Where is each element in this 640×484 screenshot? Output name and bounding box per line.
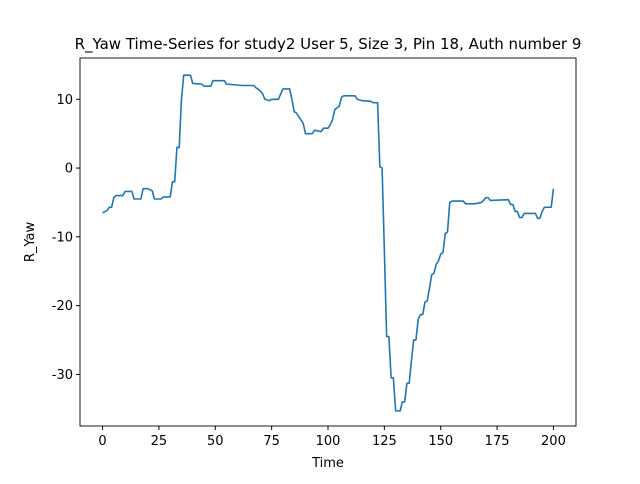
- x-tick-label: 50: [207, 434, 224, 449]
- chart-title: R_Yaw Time-Series for study2 User 5, Siz…: [75, 35, 582, 54]
- y-tick-label: 10: [56, 93, 73, 108]
- x-tick-label: 175: [485, 434, 510, 449]
- x-tick-label: 200: [541, 434, 566, 449]
- y-tick-label: -10: [52, 230, 73, 245]
- plot-frame: [79, 57, 577, 427]
- y-tick-label: 0: [65, 162, 73, 177]
- y-tick-label: -20: [52, 299, 73, 314]
- x-tick-label: 150: [428, 434, 453, 449]
- x-axis-label: Time: [311, 456, 344, 471]
- x-tick-label: 75: [263, 434, 280, 449]
- x-tick-label: 25: [151, 434, 168, 449]
- y-axis-label: R_Yaw: [23, 221, 38, 262]
- line-series: [102, 74, 555, 412]
- y-tick-label: -30: [52, 368, 73, 383]
- x-tick-label: 100: [316, 434, 341, 449]
- x-tick-label: 0: [98, 434, 106, 449]
- x-tick-label: 125: [372, 434, 397, 449]
